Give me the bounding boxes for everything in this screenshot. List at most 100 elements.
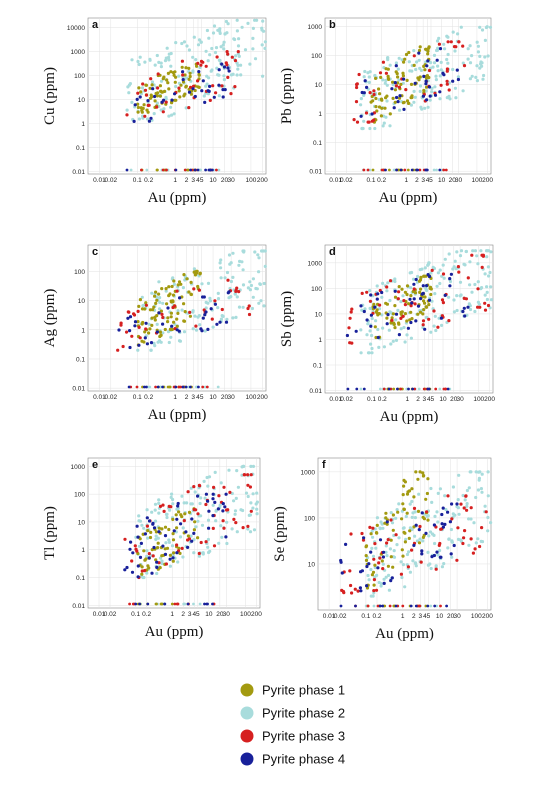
data-point [214,91,218,95]
x-tick-label: 100 [245,177,256,184]
data-point [140,523,144,527]
data-point [354,604,357,608]
data-point [418,84,423,88]
y-axis-label: Cu (ppm) [42,67,58,125]
data-point [155,314,159,318]
data-point [404,514,408,519]
data-point [116,348,120,352]
y-tick-label: 1000 [308,24,323,31]
data-point [169,105,173,109]
data-point [246,524,250,529]
data-point [140,569,144,573]
data-point [196,536,200,540]
data-point [394,70,398,74]
data-point [456,498,460,502]
data-point [189,92,193,96]
data-point [143,114,147,118]
x-tick-label: 0.02 [340,177,353,184]
data-point [193,490,197,494]
data-point [249,464,253,468]
data-point [255,287,259,291]
data-point [149,77,153,81]
data-point [180,59,184,63]
data-point [213,302,217,306]
data-point [246,21,250,25]
data-point [342,591,346,595]
data-point [203,385,207,389]
data-point [417,387,421,391]
data-point [140,307,145,311]
data-point [388,604,392,608]
data-point [235,29,239,33]
data-point [455,294,459,298]
data-point [384,544,388,548]
data-point [188,314,192,318]
data-point [170,284,174,289]
data-point [480,28,485,32]
data-point [361,538,366,542]
data-point [436,553,440,557]
data-point [442,562,446,566]
data-point [432,523,436,527]
data-point [378,303,382,307]
data-point [125,565,129,570]
data-point [463,263,467,267]
y-tick-label: 1 [81,121,85,128]
data-point [474,495,478,500]
x-tick-label: 0.1 [367,396,376,403]
data-point [483,504,487,508]
data-point [379,114,383,118]
data-point [425,315,429,319]
x-tick-label: 30 [455,177,463,184]
data-point [236,67,240,71]
data-point [409,320,413,325]
data-point [222,526,226,530]
data-point [456,75,460,79]
data-point [413,534,417,538]
data-point [207,89,211,93]
data-point [261,74,265,78]
data-point [213,500,217,504]
data-point [133,324,137,328]
x-tick-label: 0.01 [93,611,106,618]
x-tick-label: 3 [191,394,195,401]
data-point [199,63,203,67]
data-point [445,34,449,38]
data-point [433,292,437,296]
data-point [382,121,386,125]
data-point [165,302,169,306]
data-point [159,108,163,112]
data-point [457,512,461,516]
data-point [234,496,238,500]
data-point [372,89,376,93]
data-point [138,336,142,340]
data-point [148,96,153,100]
data-point [168,553,172,557]
data-point [132,119,136,123]
data-point [427,68,432,73]
data-point [226,278,230,282]
data-point [483,272,487,276]
data-point [423,266,427,270]
data-point [407,489,412,493]
data-point [416,312,420,316]
data-point [229,279,233,284]
data-point [410,499,414,504]
x-tick-label: 3 [188,611,192,618]
data-point [362,91,366,95]
data-point [373,305,377,309]
series-pyrite-phase-4 [125,62,231,172]
x-tick-label: 30 [228,394,236,401]
data-point [376,292,380,296]
data-point [212,485,216,489]
data-point [202,94,206,98]
data-point [156,168,159,172]
data-point [234,288,238,293]
data-point [403,168,407,172]
data-point [411,277,416,281]
data-point [421,471,425,475]
data-point [189,385,192,389]
data-point [165,78,169,82]
data-point [159,61,163,65]
data-point [222,78,226,82]
